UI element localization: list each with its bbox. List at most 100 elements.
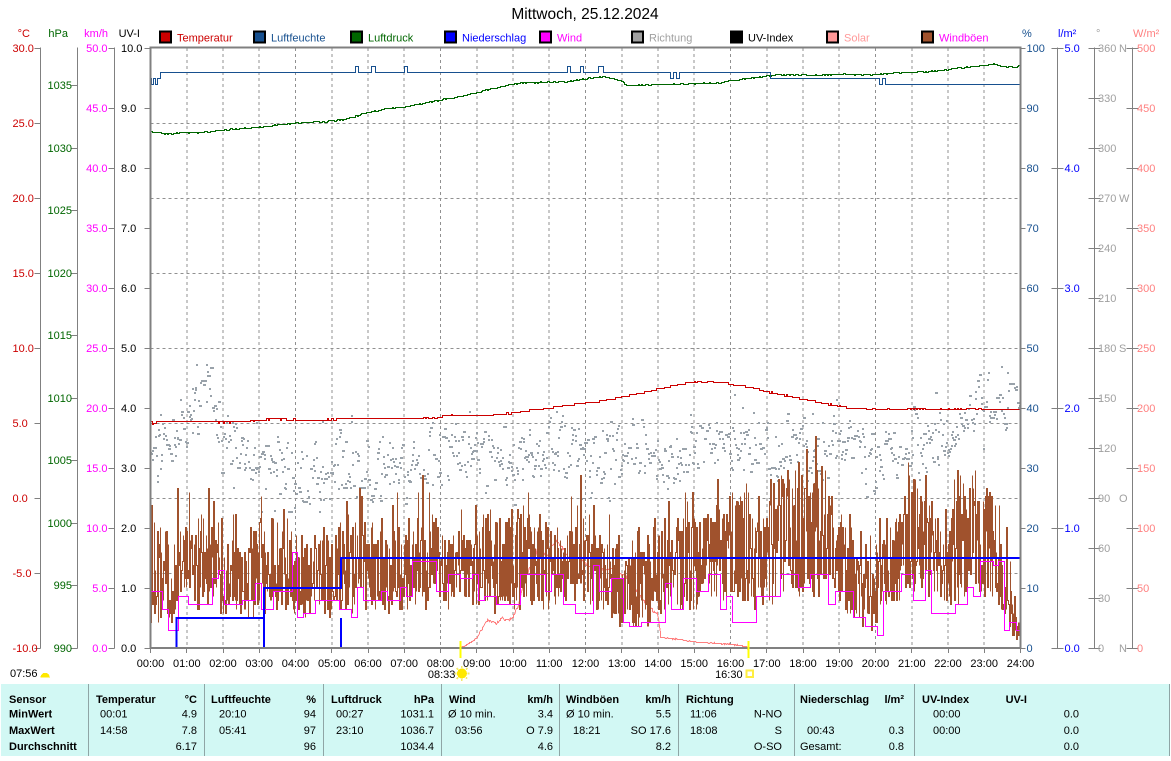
svg-text:Richtung: Richtung (686, 694, 734, 706)
svg-text:Niederschlag: Niederschlag (462, 33, 526, 45)
svg-text:Windböen: Windböen (566, 694, 619, 706)
svg-text:%: % (306, 694, 316, 706)
svg-text:24:00: 24:00 (1007, 658, 1035, 670)
svg-text:Durchschnitt: Durchschnitt (9, 741, 77, 753)
svg-text:3.0: 3.0 (121, 463, 136, 475)
svg-text:SO 17.6: SO 17.6 (631, 725, 671, 737)
svg-text:00:43: 00:43 (807, 725, 835, 737)
svg-text:21:00: 21:00 (898, 658, 926, 670)
svg-text:200: 200 (1137, 403, 1155, 415)
svg-text:20:10: 20:10 (219, 709, 247, 721)
svg-text:0.8: 0.8 (889, 741, 904, 753)
svg-text:25.0: 25.0 (13, 118, 34, 130)
svg-text:16:00: 16:00 (717, 658, 745, 670)
svg-text:9.0: 9.0 (121, 103, 136, 115)
svg-text:150: 150 (1137, 463, 1155, 475)
svg-text:19:00: 19:00 (825, 658, 853, 670)
svg-text:Windböen: Windböen (939, 33, 989, 45)
svg-text:0: 0 (1098, 643, 1104, 655)
svg-text:330: 330 (1098, 93, 1116, 105)
svg-text:°C: °C (18, 28, 30, 40)
svg-text:50: 50 (1137, 583, 1149, 595)
svg-text:Luftdruck: Luftdruck (368, 33, 414, 45)
svg-text:4.9: 4.9 (182, 709, 197, 721)
svg-text:5.5: 5.5 (656, 709, 671, 721)
svg-text:UV-Index: UV-Index (748, 33, 794, 45)
svg-text:1025: 1025 (48, 205, 72, 217)
svg-text:995: 995 (54, 580, 72, 592)
svg-text:Luftfeuchte: Luftfeuchte (211, 694, 271, 706)
svg-text:0.0: 0.0 (1064, 741, 1079, 753)
svg-text:-10.0: -10.0 (13, 643, 38, 655)
svg-text:90: 90 (1098, 493, 1110, 505)
svg-text:20: 20 (1027, 523, 1039, 535)
svg-text:km/h: km/h (84, 28, 108, 40)
svg-text:3.4: 3.4 (538, 709, 553, 721)
svg-text:16:30: 16:30 (715, 669, 743, 681)
svg-text:15.0: 15.0 (13, 268, 34, 280)
svg-text:30.0: 30.0 (86, 283, 107, 295)
svg-text:S: S (775, 725, 782, 737)
svg-text:hPa: hPa (48, 28, 68, 40)
svg-text:1020: 1020 (48, 268, 72, 280)
svg-text:60: 60 (1098, 543, 1110, 555)
svg-text:1005: 1005 (48, 455, 72, 467)
svg-text:23:10: 23:10 (336, 725, 364, 737)
svg-text:270: 270 (1098, 193, 1116, 205)
svg-text:500: 500 (1137, 43, 1155, 55)
svg-text:40.0: 40.0 (86, 163, 107, 175)
svg-text:14:58: 14:58 (100, 725, 128, 737)
svg-text:0.0: 0.0 (1065, 643, 1080, 655)
svg-text:°: ° (1096, 28, 1100, 40)
svg-text:1.0: 1.0 (121, 583, 136, 595)
svg-text:Solar: Solar (844, 33, 870, 45)
svg-text:00:00: 00:00 (137, 658, 165, 670)
svg-text:00:27: 00:27 (336, 709, 364, 721)
svg-text:1015: 1015 (48, 330, 72, 342)
svg-text:4.6: 4.6 (538, 741, 553, 753)
svg-text:240: 240 (1098, 243, 1116, 255)
svg-text:Niederschlag: Niederschlag (800, 694, 869, 706)
svg-text:5.0: 5.0 (121, 343, 136, 355)
svg-text:11:00: 11:00 (536, 658, 563, 670)
svg-text:10: 10 (1027, 583, 1039, 595)
svg-text:Ø 10 min.: Ø 10 min. (566, 709, 614, 721)
svg-text:6.17: 6.17 (176, 741, 197, 753)
svg-text:Richtung: Richtung (649, 33, 692, 45)
svg-text:22:00: 22:00 (934, 658, 962, 670)
svg-text:10.0: 10.0 (13, 343, 34, 355)
svg-text:Mittwoch, 25.12.2024: Mittwoch, 25.12.2024 (511, 6, 659, 23)
svg-text:400: 400 (1137, 163, 1155, 175)
svg-text:hPa: hPa (414, 694, 435, 706)
svg-text:09:00: 09:00 (463, 658, 491, 670)
svg-text:20.0: 20.0 (86, 403, 107, 415)
svg-text:0: 0 (1027, 643, 1033, 655)
svg-text:4.0: 4.0 (1065, 163, 1080, 175)
svg-text:1.0: 1.0 (1065, 523, 1080, 535)
svg-text:14:00: 14:00 (644, 658, 672, 670)
svg-text:1034.4: 1034.4 (400, 741, 434, 753)
svg-text:°C: °C (185, 694, 197, 706)
svg-text:7.8: 7.8 (182, 725, 197, 737)
svg-text:0.0: 0.0 (121, 643, 136, 655)
svg-text:210: 210 (1098, 293, 1116, 305)
svg-text:13:00: 13:00 (608, 658, 636, 670)
svg-text:1035: 1035 (48, 80, 72, 92)
svg-text:15:00: 15:00 (680, 658, 708, 670)
svg-text:11:06: 11:06 (690, 709, 717, 721)
svg-text:07:56: 07:56 (10, 668, 38, 680)
svg-text:Luftfeuchte: Luftfeuchte (271, 33, 325, 45)
svg-text:4.0: 4.0 (121, 403, 136, 415)
svg-text:05:00: 05:00 (318, 658, 346, 670)
svg-text:990: 990 (54, 643, 72, 655)
svg-text:80: 80 (1027, 163, 1039, 175)
svg-text:01:00: 01:00 (173, 658, 201, 670)
svg-text:100: 100 (1137, 523, 1155, 535)
svg-text:20:00: 20:00 (862, 658, 890, 670)
svg-text:1000: 1000 (48, 518, 72, 530)
svg-text:18:21: 18:21 (573, 725, 601, 737)
svg-text:94: 94 (304, 709, 316, 721)
svg-text:Temperatur: Temperatur (96, 694, 156, 706)
svg-text:1036.7: 1036.7 (400, 725, 434, 737)
svg-text:2.0: 2.0 (121, 523, 136, 535)
